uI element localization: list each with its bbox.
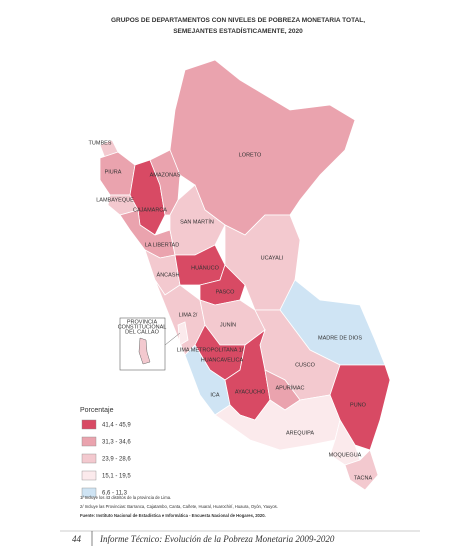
region-label: LORETO [239,152,262,158]
inset-label: PROVINCIA [127,319,158,325]
region-label: TACNA [354,475,373,481]
region-label: SAN MARTÍN [180,218,214,225]
page-number: 44 [72,534,82,544]
legend-title: Porcentaje [80,407,114,414]
inset-pointer [164,332,181,346]
region-label: UCAYALI [261,255,284,261]
region-label: HUANCAVELICA [201,357,244,363]
note: 1/ Incluye los 43 distritos de la provin… [80,495,171,500]
region [344,449,379,491]
region-label: HUÁNUCO [191,264,220,271]
region-label: PASCO [216,289,236,295]
region-label: TUMBES [89,140,112,146]
region-label: LIMA METROPOLITANA 1/ [177,347,244,353]
legend-label: 31,3 - 34,6 [102,440,131,446]
legend-label: 6,6 - 11,3 [102,491,128,497]
region [214,394,341,451]
source: Fuente: Instituto Nacional de Estadístic… [80,513,266,518]
title: GRUPOS DE DEPARTAMENTOS CON NIVELES DE P… [111,17,365,24]
inset-label: CONSTITUCIONAL [118,324,167,330]
region-label: ÁNCASH [157,271,180,278]
title: SEMEJANTES ESTADÍSTICAMENTE, 2020 [173,26,303,35]
region-label: CUSCO [295,362,316,368]
legend-swatch [81,453,97,464]
map: LORETO TUMBES PIURA LAMBAYEQUE CAJAMARCA AMAZ… [89,59,391,491]
region-label: CAJAMARCA [133,207,167,213]
inset-shape [138,337,151,365]
region-label: PIURA [105,169,122,175]
region-label: AMAZONAS [150,172,181,178]
region-label: ICA [210,392,220,398]
region-label: JUNÍN [220,321,236,328]
inset: PROVINCIA CONSTITUCIONAL DEL CALLAO [118,317,181,371]
legend-label: 15,1 - 19,5 [102,474,131,480]
legend-swatch [81,470,97,481]
region [177,321,189,346]
legend-swatch [81,436,97,447]
legend-label: 41,4 - 45,9 [102,423,131,429]
region-label: LAMBAYEQUE [96,197,134,203]
legend-label: 23,9 - 28,6 [102,457,131,463]
inset-label: DEL CALLAO [125,329,159,335]
legend-swatch [81,487,97,498]
region-label: LA LIBERTAD [145,242,179,248]
footer-text: Informe Técnico: Evolución de la Pobreza… [99,534,335,544]
legend-swatch [81,419,97,430]
region-label: MOQUEGUA [329,452,362,458]
region-label: LIMA 2/ [179,312,198,318]
region-label: PUNO [350,402,367,408]
legend: Porcentaje 41,4 - 45,9 31,3 - 34,6 23,9 - … [80,407,131,498]
region-label: APURÍMAC [275,384,304,391]
region-label: MADRE DE DIOS [318,335,362,341]
region-label: AREQUIPA [286,430,314,436]
region-label: AYACUCHO [235,389,266,395]
note: 2/ Incluye las Provincias: Barranca, Caj… [80,504,278,509]
